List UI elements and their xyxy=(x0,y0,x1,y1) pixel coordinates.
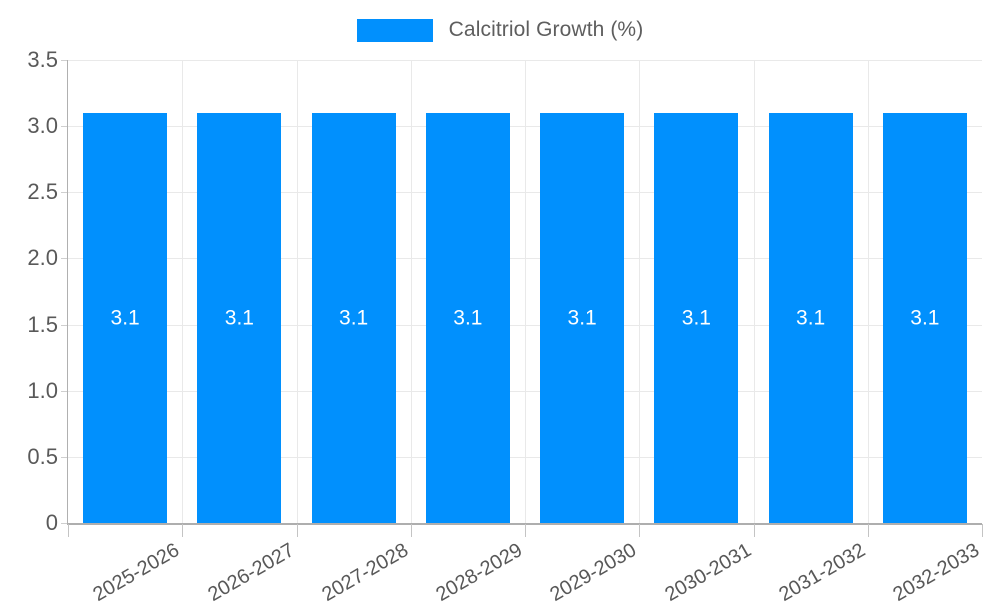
bar[interactable]: 3.1 xyxy=(654,112,739,523)
bar[interactable]: 3.1 xyxy=(540,112,625,523)
bar[interactable]: 3.1 xyxy=(197,112,282,523)
x-axis-tick-mark xyxy=(982,524,983,537)
y-axis-tick-mark xyxy=(61,523,68,524)
bar-value-label: 3.1 xyxy=(681,306,711,330)
y-axis-tick-label: 1.0 xyxy=(27,377,58,403)
bar-value-label: 3.1 xyxy=(910,306,940,330)
bar[interactable]: 3.1 xyxy=(425,112,510,523)
y-axis-tick-mark xyxy=(61,60,68,61)
y-axis-tick-mark xyxy=(61,126,68,128)
bar-value-label: 3.1 xyxy=(796,306,826,330)
x-axis-tick-mark xyxy=(411,524,412,537)
x-axis-tick-label: 2026-2027 xyxy=(204,539,298,606)
y-axis-tick-label: 0.5 xyxy=(27,443,58,469)
x-axis-tick-mark xyxy=(68,524,69,537)
x-axis-tick-mark xyxy=(182,524,183,537)
gridline-vertical xyxy=(868,60,869,523)
x-axis-tick-mark xyxy=(754,524,755,537)
bar-value-label: 3.1 xyxy=(453,306,483,330)
x-axis-tick-mark xyxy=(525,524,526,537)
bar-value-label: 3.1 xyxy=(224,306,254,330)
gridline-vertical xyxy=(182,60,183,523)
gridline-vertical xyxy=(297,60,298,523)
y-axis-tick-mark xyxy=(61,324,68,326)
x-axis-tick-label: 2029-2030 xyxy=(546,539,641,606)
gridline-vertical xyxy=(639,60,640,523)
x-axis-line xyxy=(67,523,982,525)
y-axis-tick-labels: 0 0.5 1.0 1.5 2.0 2.5 3.0 3.5 xyxy=(0,49,58,534)
bar[interactable]: 3.1 xyxy=(768,112,853,523)
x-axis-tick-label: 2027-2028 xyxy=(318,539,413,606)
y-axis-tick-label: 2.0 xyxy=(27,245,58,271)
y-axis-line xyxy=(67,60,68,523)
x-axis-tick-mark xyxy=(297,524,298,537)
x-axis-tick-mark xyxy=(868,524,869,537)
bar[interactable]: 3.1 xyxy=(311,112,396,523)
gridline-vertical xyxy=(525,60,526,523)
x-axis-tick-label: 2030-2031 xyxy=(661,539,755,606)
bar-value-label: 3.1 xyxy=(567,306,597,330)
y-axis-tick-label: 0 xyxy=(45,510,58,535)
y-axis-tick-mark xyxy=(61,192,68,194)
legend-label: Calcitriol Growth (%) xyxy=(448,18,644,41)
chart-legend: Calcitriol Growth (%) xyxy=(0,14,1000,46)
bar-value-label: 3.1 xyxy=(110,306,140,330)
plot-area: 3.1 3.1 3.1 3.1 3.1 3.1 3.1 3.1 xyxy=(67,60,982,525)
bar[interactable]: 3.1 xyxy=(83,112,168,523)
y-axis-tick-mark xyxy=(61,258,68,260)
bar-value-label: 3.1 xyxy=(339,306,369,330)
legend-color-swatch xyxy=(356,18,433,42)
x-axis-tick-label: 2032-2033 xyxy=(889,539,984,606)
gridline-vertical xyxy=(754,60,755,523)
y-axis-tick-label: 3.0 xyxy=(27,113,58,139)
y-axis-tick-label: 2.5 xyxy=(27,179,58,205)
y-axis-tick-mark xyxy=(61,456,68,458)
y-axis-tick-mark xyxy=(61,390,68,392)
x-axis-tick-mark xyxy=(639,524,640,537)
x-axis-tick-label: 2031-2032 xyxy=(775,539,870,606)
y-axis-tick-label: 3.5 xyxy=(27,47,58,72)
x-axis-tick-label: 2025-2026 xyxy=(89,539,184,606)
y-axis-tick-label: 1.5 xyxy=(27,311,58,337)
gridline-vertical xyxy=(411,60,412,523)
bar[interactable]: 3.1 xyxy=(882,112,967,523)
x-axis-tick-label: 2028-2029 xyxy=(432,539,527,606)
